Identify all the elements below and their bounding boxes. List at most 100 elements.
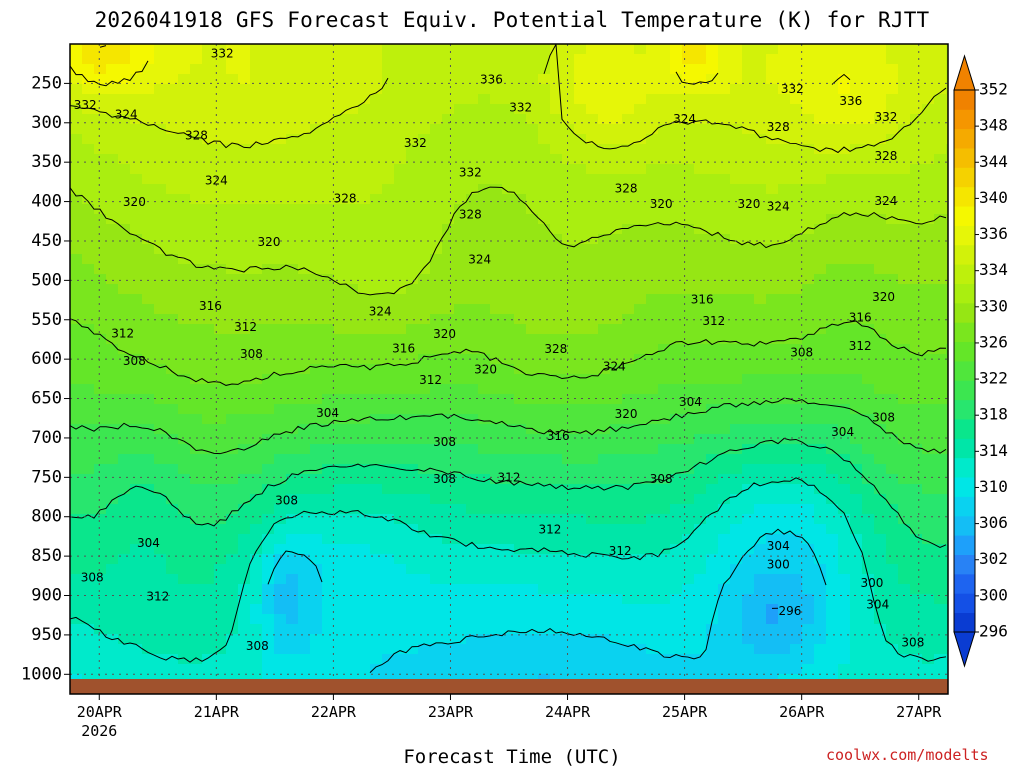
field-cell [694, 54, 707, 65]
field-cell [946, 574, 948, 585]
field-cell [946, 214, 948, 225]
field-cell [130, 164, 143, 175]
field-cell [934, 464, 947, 475]
field-cell [370, 54, 383, 65]
field-cell [298, 634, 311, 645]
field-cell [130, 594, 143, 605]
field-cell [838, 534, 851, 545]
field-cell [406, 164, 419, 175]
field-cell [526, 224, 539, 235]
field-cell [622, 564, 635, 575]
field-cell [214, 124, 227, 135]
field-cell [910, 144, 923, 155]
credit-link[interactable]: coolwx.com/modelts [826, 746, 989, 764]
field-cell [166, 644, 179, 655]
field-cell [754, 394, 767, 405]
field-cell [838, 94, 851, 105]
field-cell [310, 484, 323, 495]
contour-label: 304 [137, 536, 160, 550]
field-cell [718, 474, 731, 485]
field-cell [790, 464, 803, 475]
field-cell [346, 574, 359, 585]
field-cell [430, 264, 443, 275]
field-cell [298, 234, 311, 245]
contour-label: 332 [74, 98, 97, 112]
field-cell [154, 194, 167, 205]
field-cell [886, 64, 899, 75]
field-cell [526, 204, 539, 215]
field-cell [370, 404, 383, 415]
field-cell [634, 224, 647, 235]
field-cell [718, 114, 731, 125]
field-cell [922, 324, 935, 335]
field-cell [94, 474, 107, 485]
field-cell [442, 404, 455, 415]
field-cell [274, 204, 287, 215]
field-cell [658, 554, 671, 565]
field-cell [526, 634, 539, 645]
field-cell [706, 244, 719, 255]
field-cell [190, 604, 203, 615]
field-cell [718, 634, 731, 645]
field-cell [334, 604, 347, 615]
field-cell [814, 654, 827, 665]
field-cell [130, 214, 143, 225]
field-cell [850, 404, 863, 415]
field-cell [802, 444, 815, 455]
field-cell [334, 564, 347, 575]
field-cell [346, 194, 359, 205]
field-cell [106, 234, 119, 245]
field-cell [418, 504, 431, 515]
field-cell [826, 444, 839, 455]
field-cell [118, 324, 131, 335]
field-cell [142, 84, 155, 95]
field-cell [70, 494, 83, 505]
field-cell [718, 414, 731, 425]
field-cell [658, 624, 671, 635]
field-cell [670, 534, 683, 545]
field-cell [862, 174, 875, 185]
field-cell [790, 264, 803, 275]
y-tick-label: 450 [31, 231, 62, 251]
field-cell [406, 134, 419, 145]
field-cell [610, 464, 623, 475]
field-cell [526, 144, 539, 155]
field-cell [382, 504, 395, 515]
field-cell [214, 294, 227, 305]
field-cell [418, 154, 431, 165]
field-cell [334, 394, 347, 405]
field-cell [94, 394, 107, 405]
field-cell [742, 514, 755, 525]
field-cell [862, 44, 875, 55]
field-cell [838, 524, 851, 535]
field-cell [214, 254, 227, 265]
field-cell [766, 414, 779, 425]
field-cell [82, 624, 95, 635]
field-cell [646, 384, 659, 395]
field-cell [322, 614, 335, 625]
field-cell [754, 484, 767, 495]
field-cell [346, 314, 359, 325]
field-cell [646, 64, 659, 75]
field-cell [130, 144, 143, 155]
field-cell [286, 564, 299, 575]
field-cell [310, 334, 323, 345]
field-cell [682, 104, 695, 115]
field-cell [622, 104, 635, 115]
field-cell [670, 64, 683, 75]
field-cell [586, 524, 599, 535]
field-cell [538, 334, 551, 345]
field-cell [370, 434, 383, 445]
field-cell [910, 114, 923, 125]
field-cell [802, 314, 815, 325]
field-cell [898, 434, 911, 445]
field-cell [610, 624, 623, 635]
field-cell [550, 544, 563, 555]
field-cell [718, 614, 731, 625]
field-cell [346, 434, 359, 445]
field-cell [358, 654, 371, 665]
field-cell [778, 284, 791, 295]
field-cell [838, 504, 851, 515]
field-cell [142, 664, 155, 675]
field-cell [430, 194, 443, 205]
